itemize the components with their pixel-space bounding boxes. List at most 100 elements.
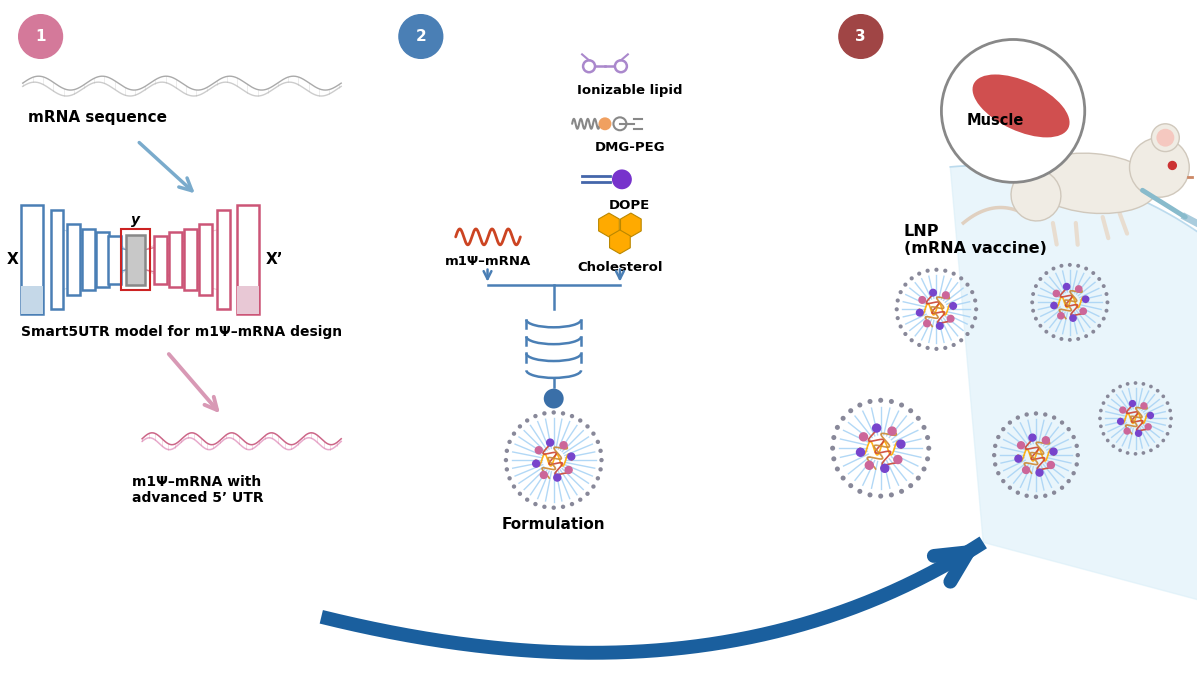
Circle shape — [1097, 324, 1102, 328]
Circle shape — [19, 15, 62, 58]
Circle shape — [925, 346, 930, 350]
Circle shape — [899, 324, 902, 328]
Circle shape — [1126, 382, 1129, 386]
Text: DOPE: DOPE — [610, 199, 650, 212]
Circle shape — [552, 410, 556, 414]
Circle shape — [966, 332, 970, 336]
Circle shape — [942, 292, 949, 298]
Circle shape — [966, 282, 970, 287]
Circle shape — [1051, 335, 1056, 338]
Circle shape — [1033, 495, 1038, 499]
Circle shape — [1072, 435, 1076, 439]
Circle shape — [973, 316, 977, 320]
Circle shape — [1018, 442, 1025, 449]
Circle shape — [1084, 335, 1088, 338]
Circle shape — [1075, 453, 1080, 457]
Circle shape — [1074, 462, 1079, 466]
Circle shape — [859, 433, 868, 441]
Circle shape — [1152, 124, 1180, 151]
Circle shape — [533, 414, 538, 418]
Circle shape — [540, 471, 547, 478]
Circle shape — [1001, 479, 1006, 483]
Circle shape — [553, 474, 560, 481]
Circle shape — [922, 466, 926, 471]
Circle shape — [1001, 427, 1006, 432]
Circle shape — [1141, 382, 1145, 386]
Circle shape — [1129, 137, 1189, 197]
FancyBboxPatch shape — [126, 235, 145, 285]
Circle shape — [1051, 303, 1057, 309]
FancyBboxPatch shape — [169, 232, 182, 287]
Circle shape — [1141, 451, 1145, 455]
Circle shape — [1091, 330, 1096, 334]
Circle shape — [952, 343, 955, 347]
Circle shape — [973, 298, 977, 303]
Circle shape — [1038, 324, 1043, 328]
Circle shape — [595, 440, 600, 444]
Circle shape — [943, 346, 947, 350]
Circle shape — [1060, 486, 1064, 490]
Circle shape — [1105, 301, 1110, 305]
Circle shape — [926, 446, 931, 450]
Circle shape — [1057, 312, 1064, 319]
Circle shape — [896, 440, 905, 448]
Circle shape — [868, 399, 872, 404]
Circle shape — [1097, 277, 1102, 281]
FancyBboxPatch shape — [108, 236, 121, 284]
Circle shape — [917, 310, 923, 316]
Circle shape — [895, 316, 900, 320]
Circle shape — [1043, 412, 1048, 416]
Circle shape — [1072, 471, 1076, 475]
Circle shape — [952, 271, 955, 276]
Circle shape — [505, 467, 509, 471]
Text: Cholesterol: Cholesterol — [577, 261, 662, 273]
Circle shape — [542, 505, 546, 509]
Polygon shape — [599, 213, 619, 237]
Circle shape — [895, 307, 899, 312]
Circle shape — [1075, 286, 1082, 292]
Circle shape — [1031, 301, 1034, 305]
Circle shape — [1117, 418, 1123, 425]
Circle shape — [1135, 430, 1141, 437]
Text: Ionizable lipid: Ionizable lipid — [577, 84, 683, 97]
Circle shape — [1169, 162, 1176, 169]
Circle shape — [1044, 330, 1049, 334]
Circle shape — [505, 448, 509, 453]
Circle shape — [614, 60, 626, 72]
Circle shape — [1098, 416, 1102, 421]
Circle shape — [1118, 448, 1122, 452]
Circle shape — [904, 332, 907, 336]
Circle shape — [511, 484, 516, 489]
Circle shape — [1063, 283, 1069, 289]
Text: y: y — [131, 213, 140, 227]
Circle shape — [1043, 493, 1048, 498]
Circle shape — [1162, 394, 1165, 398]
Circle shape — [935, 347, 938, 351]
Circle shape — [612, 169, 632, 189]
Circle shape — [1015, 455, 1022, 462]
Circle shape — [910, 276, 913, 280]
Circle shape — [592, 484, 595, 489]
Circle shape — [1124, 428, 1130, 434]
Circle shape — [578, 498, 582, 502]
Circle shape — [1091, 271, 1096, 275]
Circle shape — [925, 457, 930, 462]
Circle shape — [830, 446, 835, 450]
Circle shape — [517, 491, 522, 496]
Circle shape — [970, 290, 974, 294]
Circle shape — [916, 416, 920, 421]
Circle shape — [533, 460, 540, 467]
Circle shape — [1141, 403, 1147, 409]
Circle shape — [599, 458, 604, 462]
Text: m1Ψ–mRNA: m1Ψ–mRNA — [444, 255, 530, 268]
Text: DMG-PEG: DMG-PEG — [594, 141, 665, 153]
Circle shape — [583, 60, 595, 72]
Circle shape — [1015, 491, 1020, 495]
Circle shape — [1102, 284, 1105, 288]
Text: Muscle: Muscle — [966, 113, 1024, 128]
Circle shape — [889, 492, 894, 498]
Circle shape — [504, 458, 508, 462]
Circle shape — [1169, 416, 1172, 421]
Circle shape — [835, 466, 840, 471]
Circle shape — [925, 269, 930, 273]
